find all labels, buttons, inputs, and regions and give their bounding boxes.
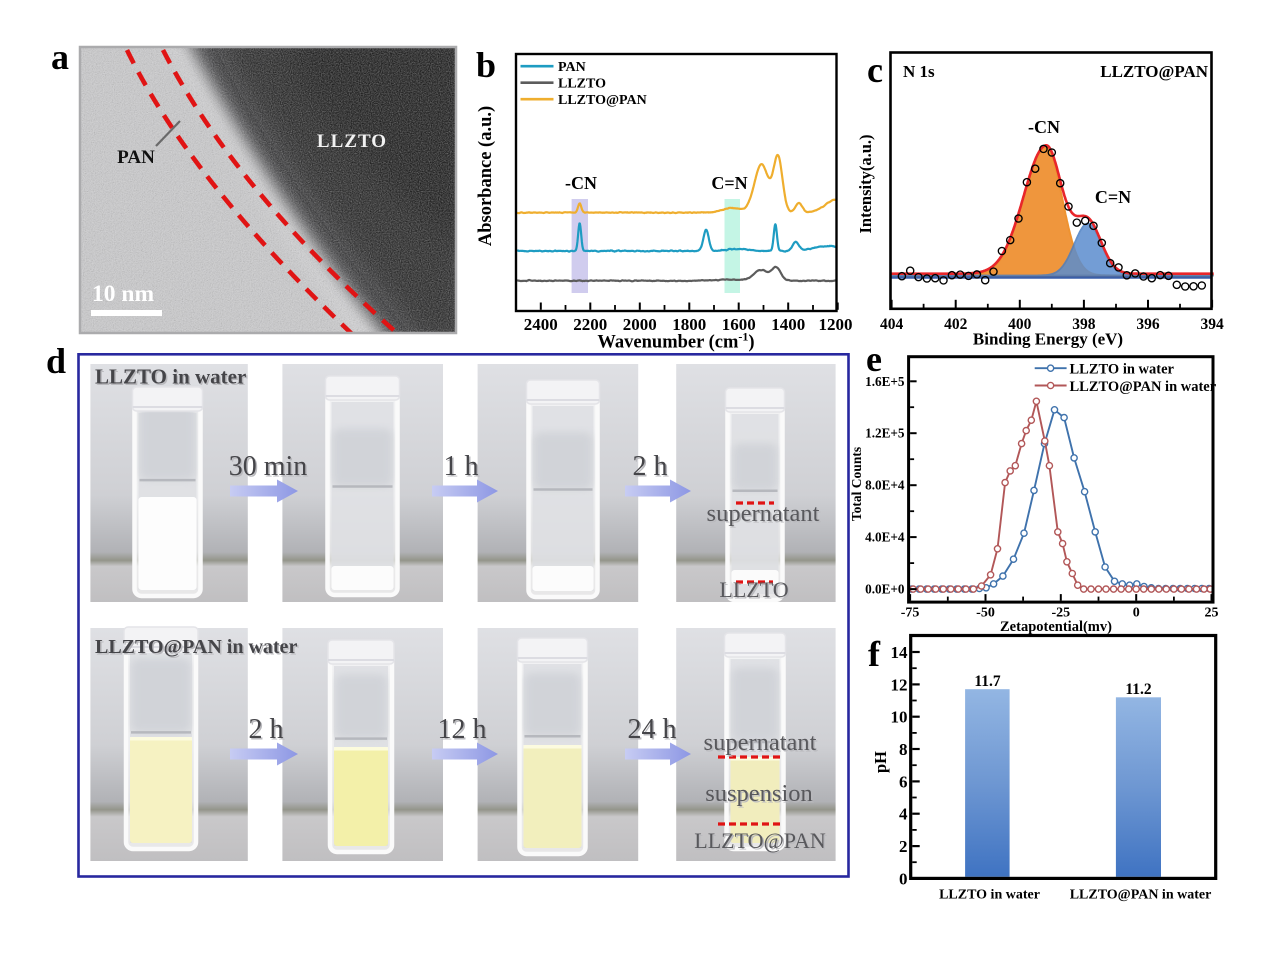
svg-text:pH: pH <box>871 751 890 773</box>
svg-text:404: 404 <box>880 316 904 333</box>
svg-text:Zetapotential(mv): Zetapotential(mv) <box>1000 619 1112 635</box>
svg-text:Binding Energy (eV): Binding Energy (eV) <box>973 330 1123 349</box>
svg-text:4: 4 <box>899 805 908 824</box>
svg-text:1 h: 1 h <box>444 451 479 482</box>
svg-text:f: f <box>868 634 881 674</box>
svg-text:c: c <box>867 50 883 90</box>
svg-text:10 nm: 10 nm <box>92 281 154 307</box>
svg-text:LLZTO@PAN: LLZTO@PAN <box>694 828 826 853</box>
svg-text:30 min: 30 min <box>230 453 309 484</box>
svg-text:LLZTO: LLZTO <box>721 579 790 604</box>
svg-text:1.2E+5: 1.2E+5 <box>865 426 905 441</box>
svg-text:LLZTO@PAN: LLZTO@PAN <box>1100 62 1208 81</box>
svg-text:supernatant: supernatant <box>705 731 818 758</box>
svg-text:supernatant: supernatant <box>707 500 820 527</box>
svg-text:supernatant: supernatant <box>704 729 817 756</box>
svg-text:6: 6 <box>899 772 908 791</box>
svg-text:0: 0 <box>899 869 908 888</box>
svg-text:PAN: PAN <box>558 60 586 75</box>
svg-text:12 h: 12 h <box>438 714 487 745</box>
svg-text:1.6E+5: 1.6E+5 <box>865 374 905 389</box>
svg-text:2000: 2000 <box>623 315 657 334</box>
svg-text:398: 398 <box>1072 316 1096 333</box>
svg-text:11.2: 11.2 <box>1125 681 1152 698</box>
svg-text:-CN: -CN <box>565 173 597 193</box>
svg-text:14: 14 <box>891 643 909 662</box>
svg-text:4.0E+4: 4.0E+4 <box>865 530 905 545</box>
svg-text:Total Counts: Total Counts <box>849 447 864 521</box>
svg-text:24 h: 24 h <box>628 714 677 745</box>
svg-text:e: e <box>866 339 882 379</box>
svg-text:LLZTO: LLZTO <box>317 131 387 152</box>
svg-text:11.7: 11.7 <box>974 673 1001 690</box>
svg-text:0.0E+0: 0.0E+0 <box>865 582 905 597</box>
svg-text:2400: 2400 <box>524 315 558 334</box>
svg-text:8: 8 <box>899 740 908 759</box>
svg-text:2200: 2200 <box>573 315 607 334</box>
svg-text:suspension: suspension <box>707 782 815 809</box>
svg-text:Absorbance (a.u.): Absorbance (a.u.) <box>476 106 496 246</box>
svg-text:suspension: suspension <box>705 780 813 807</box>
svg-text:2 h: 2 h <box>249 714 284 745</box>
svg-text:10: 10 <box>891 708 908 727</box>
svg-text:402: 402 <box>944 316 968 333</box>
svg-text:24 h: 24 h <box>629 716 678 747</box>
svg-text:1600: 1600 <box>722 315 756 334</box>
svg-text:-25: -25 <box>1051 606 1070 621</box>
svg-text:Wavenumber (cm-1): Wavenumber (cm-1) <box>597 330 754 353</box>
svg-text:PAN: PAN <box>117 147 155 168</box>
svg-text:396: 396 <box>1136 316 1160 333</box>
svg-text:1400: 1400 <box>771 315 805 334</box>
svg-text:N 1s: N 1s <box>903 62 935 81</box>
svg-text:LLZTO: LLZTO <box>558 77 606 92</box>
svg-text:LLZTO@PAN in water: LLZTO@PAN in water <box>95 636 297 658</box>
svg-text:LLZTO@PAN in water: LLZTO@PAN in water <box>97 638 299 660</box>
svg-text:12 h: 12 h <box>439 716 488 747</box>
svg-text:C=N: C=N <box>711 173 747 193</box>
svg-text:LLZTO@PAN in water: LLZTO@PAN in water <box>1070 888 1212 903</box>
svg-text:2 h: 2 h <box>634 453 669 484</box>
svg-text:LLZTO in water: LLZTO in water <box>95 365 246 389</box>
svg-text:LLZTO in water: LLZTO in water <box>939 888 1040 903</box>
svg-text:394: 394 <box>1200 316 1224 333</box>
svg-text:0: 0 <box>1133 606 1140 621</box>
svg-text:LLZTO@PAN: LLZTO@PAN <box>696 830 828 855</box>
svg-text:2 h: 2 h <box>633 451 668 482</box>
svg-text:LLZTO@PAN in water: LLZTO@PAN in water <box>1070 379 1217 395</box>
svg-text:30 min: 30 min <box>229 451 308 482</box>
svg-text:-75: -75 <box>901 606 920 621</box>
svg-text:25: 25 <box>1205 606 1219 621</box>
svg-text:1 h: 1 h <box>445 453 480 484</box>
svg-text:2 h: 2 h <box>250 716 285 747</box>
svg-text:supernatant: supernatant <box>708 502 821 529</box>
svg-text:d: d <box>46 341 66 381</box>
svg-text:LLZTO in water: LLZTO in water <box>97 366 248 390</box>
svg-text:LLZTO: LLZTO <box>719 577 788 602</box>
svg-text:Intensity(a.u.): Intensity(a.u.) <box>856 134 875 233</box>
svg-text:8.0E+4: 8.0E+4 <box>865 478 905 493</box>
svg-text:b: b <box>476 45 496 85</box>
svg-text:1200: 1200 <box>819 315 853 334</box>
svg-text:12: 12 <box>891 675 908 694</box>
svg-text:-50: -50 <box>976 606 995 621</box>
svg-text:LLZTO@PAN: LLZTO@PAN <box>558 93 647 108</box>
svg-text:400: 400 <box>1008 316 1032 333</box>
svg-text:-CN: -CN <box>1028 117 1060 137</box>
svg-text:C=N: C=N <box>1095 187 1131 207</box>
svg-text:LLZTO in water: LLZTO in water <box>1070 362 1175 378</box>
svg-text:a: a <box>51 37 69 77</box>
svg-text:1800: 1800 <box>672 315 706 334</box>
svg-text:2: 2 <box>899 837 908 856</box>
